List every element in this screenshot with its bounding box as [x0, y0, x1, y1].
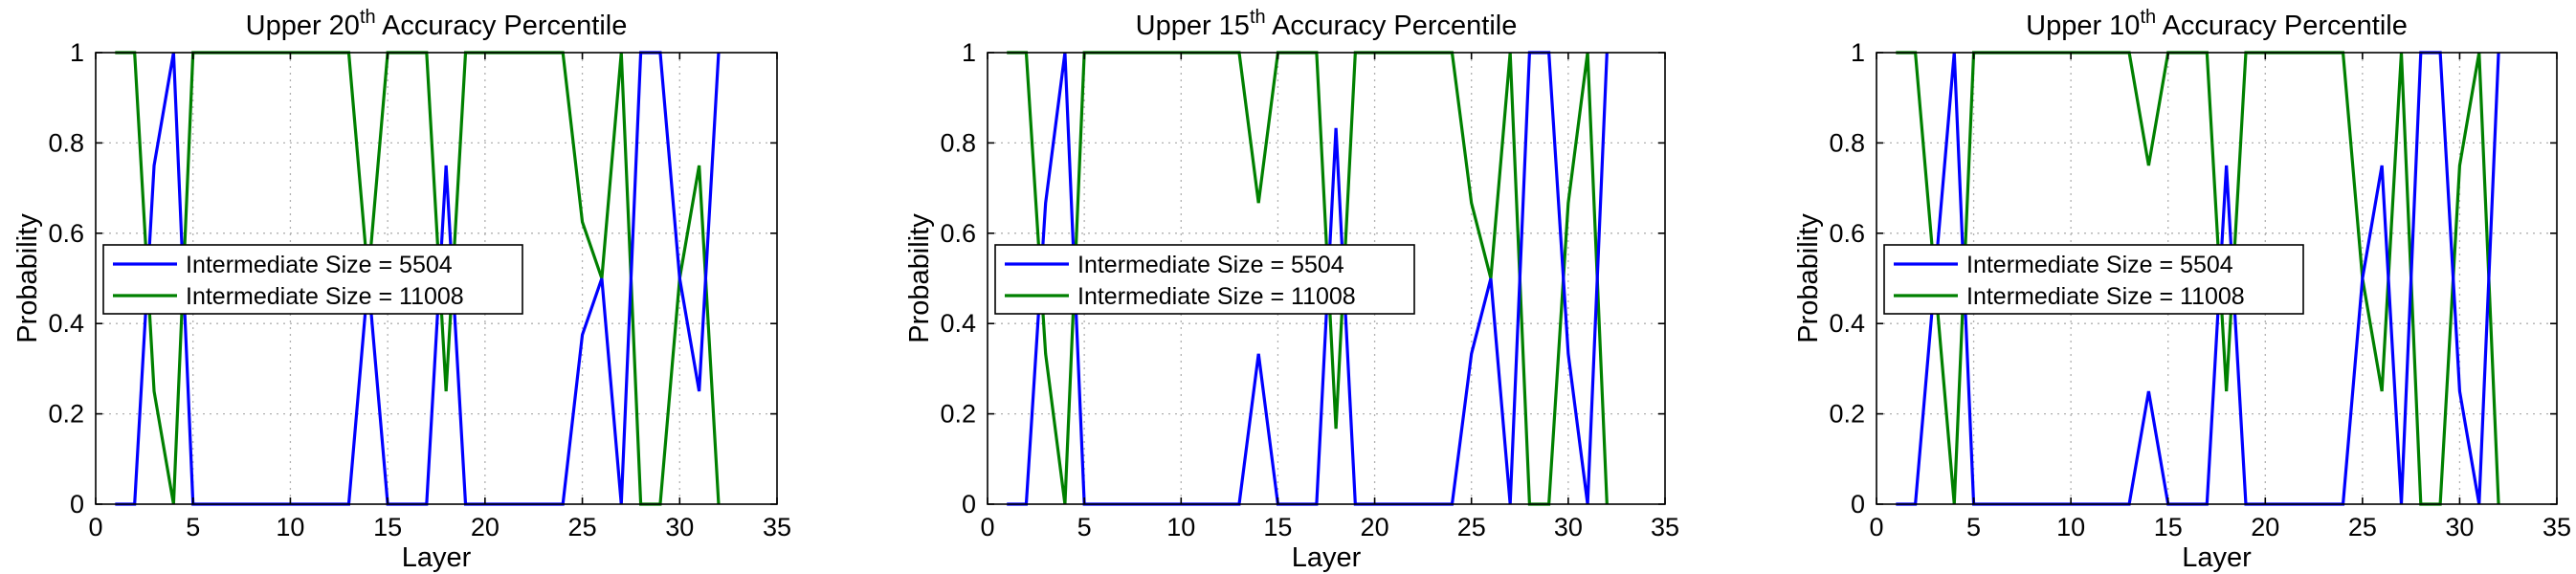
x-tick-label: 0 — [88, 513, 102, 541]
y-tick-label: 0.6 — [940, 219, 976, 248]
x-tick-label: 25 — [2348, 513, 2377, 541]
x-tick-label: 20 — [1361, 513, 1389, 541]
x-tick-label: 15 — [2154, 513, 2183, 541]
x-tick-label: 0 — [1869, 513, 1883, 541]
y-axis-label: Probability — [1793, 213, 1824, 343]
legend-box — [994, 244, 1415, 315]
y-tick-label: 0.4 — [48, 309, 84, 338]
chart-panel-1: 0 5 10 15 20 25 30 35 0 0.2 0.4 0.6 0.8 1 Layer Probabi… — [12, 7, 791, 573]
legend-entry-2: Intermediate Size = 11008 — [1966, 283, 2245, 310]
y-tick-label: 0.6 — [48, 219, 84, 248]
y-tick-label: 0.2 — [48, 400, 84, 429]
legend: Intermediate Size = 5504 Intermediate Siz… — [1883, 244, 2304, 315]
x-tick-label: 5 — [1077, 513, 1092, 541]
x-tick-label: 35 — [2543, 513, 2571, 541]
x-tick-label: 15 — [373, 513, 402, 541]
y-axis-label: Probability — [12, 213, 43, 343]
y-tick-label: 0 — [1851, 490, 1865, 519]
legend-entry-1: Intermediate Size = 5504 — [1966, 252, 2233, 278]
y-tick-label: 0.2 — [940, 400, 976, 429]
x-tick-label: 35 — [763, 513, 791, 541]
y-axis-label: Probability — [904, 213, 935, 343]
x-tick-label: 0 — [980, 513, 994, 541]
x-tick-label: 30 — [2445, 513, 2474, 541]
x-tick-label: 30 — [1554, 513, 1583, 541]
x-tick-label: 35 — [1651, 513, 1679, 541]
y-tick-label: 1 — [70, 38, 84, 67]
axes-frame — [1876, 52, 2558, 505]
y-tick-label: 0 — [962, 490, 976, 519]
y-tick-label: 0.6 — [1829, 219, 1865, 248]
chart-title: Upper 20th Accuracy Percentile — [246, 7, 628, 41]
axes-frame — [95, 52, 778, 505]
x-tick-label: 5 — [1966, 513, 1981, 541]
y-tick-label: 0.8 — [1829, 128, 1865, 157]
legend-entry-1: Intermediate Size = 5504 — [1077, 252, 1344, 278]
x-tick-label: 10 — [276, 513, 304, 541]
x-tick-label: 5 — [186, 513, 200, 541]
y-tick-label: 1 — [962, 38, 976, 67]
y-tick-label: 0.8 — [48, 128, 84, 157]
y-tick-label: 0.4 — [1829, 309, 1865, 338]
y-tick-label: 0 — [70, 490, 84, 519]
x-axis-label: Layer — [2182, 542, 2252, 573]
legend: Intermediate Size = 5504 Intermediate Siz… — [102, 244, 523, 315]
x-tick-label: 25 — [568, 513, 597, 541]
legend-entry-1: Intermediate Size = 5504 — [186, 252, 453, 278]
chart-panel-3: 0 5 10 15 20 25 30 35 0 0.2 0.4 0.6 0.8 1 Layer Probabi… — [1793, 7, 2571, 573]
x-tick-label: 30 — [665, 513, 694, 541]
legend-box — [1883, 244, 2304, 315]
chart-title: Upper 15th Accuracy Percentile — [1136, 7, 1518, 41]
legend-entry-2: Intermediate Size = 11008 — [1077, 283, 1356, 310]
x-axis-label: Layer — [1292, 542, 1362, 573]
legend-entry-2: Intermediate Size = 11008 — [186, 283, 464, 310]
x-tick-label: 10 — [1166, 513, 1195, 541]
y-tick-label: 1 — [1851, 38, 1865, 67]
x-tick-label: 20 — [2251, 513, 2279, 541]
x-tick-label: 25 — [1457, 513, 1486, 541]
axes-frame — [987, 52, 1666, 505]
y-tick-label: 0.2 — [1829, 400, 1865, 429]
x-tick-label: 10 — [2056, 513, 2085, 541]
chart-panel-2: 0 5 10 15 20 25 30 35 0 0.2 0.4 0.6 0.8 1 Layer Probabi… — [904, 7, 1679, 573]
legend-box — [102, 244, 523, 315]
y-tick-label: 0.4 — [940, 309, 976, 338]
x-tick-label: 15 — [1263, 513, 1292, 541]
legend: Intermediate Size = 5504 Intermediate Siz… — [994, 244, 1415, 315]
x-tick-label: 20 — [471, 513, 500, 541]
chart-title: Upper 10th Accuracy Percentile — [2026, 7, 2408, 41]
y-tick-label: 0.8 — [940, 128, 976, 157]
x-axis-label: Layer — [402, 542, 472, 573]
